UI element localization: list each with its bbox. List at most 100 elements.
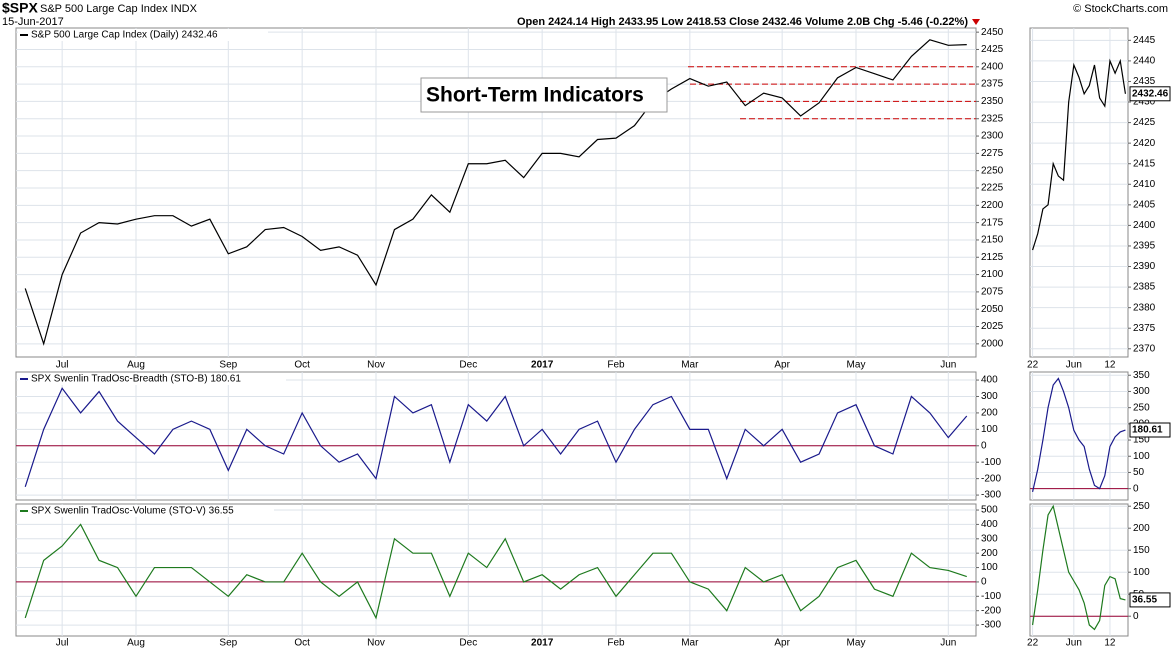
y-tick-label: 0 — [981, 440, 987, 451]
y-tick-label: 2125 — [981, 252, 1004, 263]
y-tick-label: 0 — [981, 577, 987, 588]
symbol: $SPX — [2, 0, 38, 16]
y-tick-label: 2100 — [981, 269, 1004, 280]
x-tick-label: Aug — [127, 638, 145, 649]
last-value-label: 2432.46 — [1132, 88, 1169, 99]
data-line — [24, 523, 967, 620]
y-tick-label: 200 — [981, 408, 998, 419]
x-tick-label: Sep — [219, 638, 237, 649]
y-tick-label: 2325 — [981, 113, 1004, 124]
y-tick-label: 250 — [1133, 402, 1150, 413]
panel-title: SPX Swenlin TradOsc-Breadth (STO-B) 180.… — [31, 374, 241, 385]
y-tick-label: 2405 — [1133, 199, 1156, 210]
y-tick-label: 2250 — [981, 165, 1004, 176]
x-tick-label: Feb — [607, 360, 625, 371]
y-tick-label: 2275 — [981, 148, 1004, 159]
y-tick-label: 100 — [1133, 567, 1150, 578]
data-line — [24, 39, 967, 346]
x-tick-label: 12 — [1104, 360, 1116, 371]
y-tick-label: 2385 — [1133, 282, 1156, 293]
y-tick-label: 2025 — [981, 321, 1004, 332]
last-value-label: 180.61 — [1132, 425, 1163, 436]
x-tick-label: Jul — [56, 360, 69, 371]
quote: Open 2424.14 High 2433.95 Low 2418.53 Cl… — [517, 16, 968, 28]
panel-title: S&P 500 Large Cap Index (Daily) 2432.46 — [31, 30, 218, 41]
x-tick-label: 22 — [1027, 638, 1039, 649]
y-tick-label: 300 — [981, 533, 998, 544]
y-tick-label: 2445 — [1133, 35, 1156, 46]
data-line — [1031, 377, 1126, 493]
x-tick-label: Jun — [940, 638, 956, 649]
y-tick-label: 2370 — [1133, 343, 1156, 354]
title-bg — [18, 29, 268, 41]
y-tick-label: 100 — [981, 424, 998, 435]
y-tick-label: -100 — [981, 591, 1001, 602]
y-tick-label: 100 — [1133, 451, 1150, 462]
x-tick-label: Apr — [774, 638, 790, 649]
x-tick-label: 2017 — [531, 638, 554, 649]
y-tick-label: 150 — [1133, 545, 1150, 556]
y-tick-label: 2075 — [981, 287, 1004, 298]
y-tick-label: -300 — [981, 620, 1001, 631]
x-tick-label: Aug — [127, 360, 145, 371]
data-line — [1032, 58, 1127, 251]
annotation-box — [420, 77, 668, 113]
y-tick-label: 2450 — [981, 27, 1004, 38]
index-name: S&P 500 Large Cap Index INDX — [40, 3, 198, 15]
y-tick-label: 2375 — [1133, 323, 1156, 334]
y-tick-label: 400 — [981, 375, 998, 386]
x-tick-label: May — [847, 360, 866, 371]
x-tick-label: Jun — [940, 360, 956, 371]
y-tick-label: 200 — [1133, 523, 1150, 534]
x-tick-label: Sep — [219, 360, 237, 371]
panel — [15, 27, 977, 358]
x-tick-label: Oct — [294, 360, 310, 371]
y-tick-label: 0 — [1133, 483, 1139, 494]
y-tick-label: 2000 — [981, 338, 1004, 349]
data-line — [24, 387, 968, 488]
data-line — [1031, 504, 1126, 631]
y-tick-label: 2380 — [1133, 302, 1156, 313]
y-tick-label: 2375 — [981, 79, 1004, 90]
down-arrow — [972, 19, 980, 25]
y-tick-label: 350 — [1133, 370, 1150, 381]
y-tick-label: 100 — [981, 562, 998, 573]
y-tick-label: 2425 — [1133, 117, 1156, 128]
x-tick-label: Jun — [1066, 638, 1082, 649]
y-tick-label: 2425 — [981, 44, 1004, 55]
y-tick-label: 2050 — [981, 304, 1004, 315]
y-tick-label: 2440 — [1133, 56, 1156, 67]
title-bg — [18, 373, 286, 385]
x-tick-label: 22 — [1027, 360, 1039, 371]
y-tick-label: 500 — [981, 505, 998, 516]
y-tick-label: -200 — [981, 605, 1001, 616]
x-tick-label: May — [847, 638, 866, 649]
y-tick-label: 2420 — [1133, 138, 1156, 149]
annotation: Short-Term Indicators — [426, 84, 644, 107]
x-tick-label: Feb — [607, 638, 625, 649]
y-tick-label: 2400 — [981, 61, 1004, 72]
x-tick-label: Jun — [1066, 360, 1082, 371]
y-tick-label: 2300 — [981, 131, 1004, 142]
last-value-box — [1129, 592, 1171, 608]
x-tick-label: Nov — [367, 638, 385, 649]
y-tick-label: -100 — [981, 457, 1001, 468]
date: 15-Jun-2017 — [2, 16, 64, 28]
y-tick-label: 200 — [981, 548, 998, 559]
y-tick-label: 2175 — [981, 217, 1004, 228]
y-tick-label: 300 — [981, 391, 998, 402]
y-tick-label: 2390 — [1133, 261, 1156, 272]
x-tick-label: 2017 — [531, 360, 554, 371]
y-tick-label: 300 — [1133, 386, 1150, 397]
panel-title: SPX Swenlin TradOsc-Volume (STO-V) 36.55 — [31, 506, 234, 517]
panel — [15, 503, 977, 637]
y-tick-label: 2415 — [1133, 158, 1156, 169]
y-tick-label: 50 — [1133, 467, 1145, 478]
y-tick-label: 2430 — [1133, 97, 1156, 108]
x-tick-label: Jul — [56, 638, 69, 649]
y-tick-label: 2225 — [981, 183, 1004, 194]
last-value-box — [1129, 86, 1171, 102]
x-tick-label: Nov — [367, 360, 385, 371]
y-tick-label: 2410 — [1133, 179, 1156, 190]
